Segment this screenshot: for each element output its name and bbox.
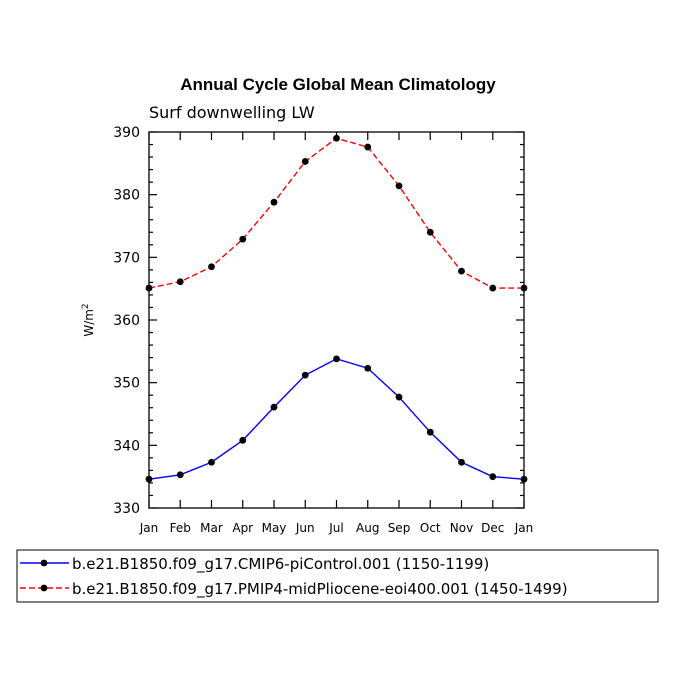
y-tick-label: 330 [113, 501, 140, 517]
x-tick-label: Nov [450, 521, 473, 535]
data-point [208, 458, 215, 466]
chart-title: Annual Cycle Global Mean Climatology [180, 75, 496, 94]
data-point [239, 235, 247, 243]
data-point [333, 134, 340, 142]
series [145, 134, 528, 483]
data-point [176, 278, 184, 286]
x-tick-labels: Jan Feb Mar Apr May Jun Jul Aug Sep Oct Nov Dec Jan [139, 521, 534, 535]
x-tick-label: Aug [356, 521, 379, 535]
data-point [301, 371, 309, 379]
series-line [148, 358, 525, 480]
y-tick-label: 370 [113, 250, 140, 266]
y-tick-label: 350 [113, 376, 140, 392]
x-tick-label: Apr [232, 521, 253, 535]
chart-subtitle: Surf downwelling LW [149, 103, 315, 122]
y-tick-label: 380 [113, 188, 140, 204]
axis-ticks [148, 131, 525, 509]
y-tick-labels: 330 340 350 360 370 380 390 [113, 125, 140, 517]
data-point [426, 428, 434, 436]
x-tick-label: Jan [514, 521, 534, 535]
data-point [270, 403, 278, 411]
y-tick-label: 360 [113, 313, 140, 329]
data-point [208, 263, 215, 271]
y-tick-label: 390 [113, 125, 140, 141]
x-tick-label: Dec [481, 521, 504, 535]
data-point [458, 267, 465, 275]
data-point [395, 393, 403, 401]
series-line [148, 137, 524, 289]
legend-label: b.e21.B1850.f09_g17.CMIP6-piControl.001 … [72, 555, 489, 574]
data-point [145, 284, 153, 292]
legend: b.e21.B1850.f09_g17.CMIP6-piControl.001 … [20, 555, 568, 599]
legend-marker [40, 584, 48, 592]
plot-frame [148, 131, 525, 509]
data-point [176, 471, 184, 479]
legend-box [16, 549, 659, 603]
y-tick-label: 340 [113, 438, 140, 454]
legend-label: b.e21.B1850.f09_g17.PMIP4-midPliocene-eo… [72, 580, 568, 599]
data-point [239, 436, 247, 444]
data-point [395, 182, 403, 190]
data-point [520, 284, 528, 292]
data-point [270, 198, 278, 206]
x-tick-label: May [262, 521, 287, 535]
data-point [301, 158, 309, 165]
x-tick-label: Jul [328, 521, 343, 535]
data-point [489, 284, 497, 292]
data-point [489, 473, 497, 481]
data-point [520, 475, 528, 483]
x-tick-label: Feb [170, 521, 191, 535]
data-point [426, 228, 434, 236]
x-tick-label: Mar [200, 521, 223, 535]
legend-marker [40, 559, 48, 567]
y-axis-label: W/m2 [81, 303, 96, 336]
x-tick-label: Sep [388, 521, 411, 535]
data-point [333, 355, 340, 363]
x-tick-label: Jun [295, 521, 315, 535]
x-tick-label: Jan [139, 521, 159, 535]
x-tick-label: Oct [420, 521, 441, 535]
data-point [364, 364, 372, 372]
data-point [145, 475, 153, 483]
data-point [458, 458, 465, 466]
data-point [364, 143, 372, 151]
